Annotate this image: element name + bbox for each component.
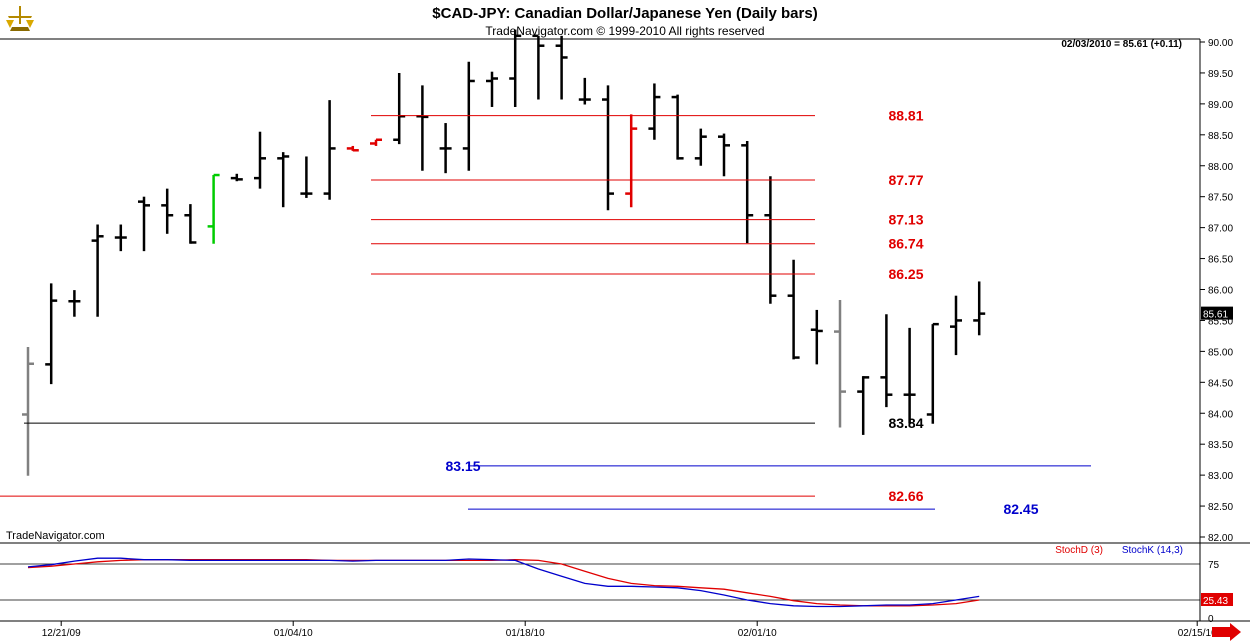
- level-label: 88.81: [888, 108, 923, 124]
- ohlc-bar: [903, 327, 916, 424]
- scroll-right-arrow-icon[interactable]: [1212, 623, 1241, 641]
- legend-stoch-d: StochD (3): [1055, 545, 1103, 556]
- level-label: 82.45: [1003, 501, 1038, 517]
- price-tick-label: 87.00: [1208, 224, 1233, 235]
- level-label: 83.84: [888, 415, 923, 431]
- level-label: 86.25: [888, 266, 923, 282]
- last-price-label: 85.61: [1203, 310, 1228, 321]
- price-tick-label: 83.50: [1208, 440, 1233, 451]
- level-label: 83.15: [445, 458, 480, 474]
- ohlc-bar: [300, 156, 313, 198]
- date-tick-label: 02/15/10: [1178, 628, 1217, 639]
- ohlc-bar: [277, 152, 290, 208]
- ohlc-bar: [254, 131, 266, 189]
- ohlc-bar: [416, 85, 429, 171]
- level-label: 87.77: [888, 172, 923, 188]
- ohlc-bar: [393, 72, 406, 145]
- ohlc-bar: [323, 100, 336, 200]
- date-axis: 12/21/09 01/04/10 01/18/10 02/01/10 02/15/10: [42, 621, 1217, 639]
- ohlc-bar: [138, 196, 150, 252]
- price-tick-label: 90.00: [1208, 38, 1233, 49]
- ohlc-bar: [880, 314, 893, 408]
- date-tick-label: 12/21/09: [42, 628, 81, 639]
- stoch-tick-label: 0: [1208, 614, 1214, 625]
- date-tick-label: 02/01/10: [738, 628, 777, 639]
- last-price-box: [1201, 306, 1233, 320]
- stochastic-panel: 75 0 25.43 StochD (3) StochK (14,3): [0, 545, 1233, 625]
- ohlc-bar: [161, 188, 174, 234]
- level-label: 82.66: [888, 488, 923, 504]
- ohlc-bar: [370, 138, 382, 146]
- stoch-line: [27, 557, 980, 608]
- price-tick-label: 84.50: [1208, 378, 1233, 389]
- ohlc-bar: [625, 114, 638, 208]
- price-tick-label: 89.50: [1208, 69, 1233, 80]
- ohlc-bar: [648, 83, 661, 140]
- price-panel: 88.81 87.77 87.13 86.74 86.25 83.84 83.15 82.66…: [0, 29, 1250, 621]
- price-tick-label: 84.00: [1208, 409, 1233, 420]
- ohlc-bar: [532, 34, 545, 100]
- ohlc-bar: [694, 128, 707, 166]
- ohlc-bar: [950, 295, 962, 356]
- stoch-line: [27, 559, 980, 607]
- ohlc-bar: [555, 35, 568, 100]
- price-tick-label: 86.00: [1208, 286, 1233, 297]
- price-tick-label: 89.00: [1208, 100, 1233, 111]
- watermark: TradeNavigator.com: [6, 530, 105, 542]
- legend-stoch-k: StochK (14,3): [1122, 545, 1183, 556]
- ohlc-bar: [718, 133, 730, 177]
- price-axis: 90.00 89.50 89.00 88.50 88.00 87.50 87.00 86.50…: [1200, 38, 1233, 544]
- ohlc-bar: [834, 300, 846, 428]
- ohlc-bar: [509, 29, 522, 107]
- last-quote: 02/03/2010 = 85.61 (+0.11): [1061, 39, 1182, 50]
- level-label: 87.13: [888, 212, 923, 228]
- price-tick-label: 86.50: [1208, 255, 1233, 266]
- ohlc-bar: [184, 204, 197, 244]
- ohlc-bar: [45, 283, 58, 385]
- stochastic-legend: StochD (3) StochK (14,3): [1055, 545, 1183, 556]
- ohlc-bar: [810, 309, 823, 365]
- price-tick-label: 82.00: [1208, 533, 1233, 544]
- ohlc-bar: [486, 71, 498, 107]
- ohlc-bar: [22, 347, 34, 476]
- level-label: 86.74: [888, 236, 923, 252]
- price-tick-label: 83.00: [1208, 471, 1233, 482]
- price-levels: 88.81 87.77 87.13 86.74 86.25 83.84 83.15 82.66…: [0, 108, 1091, 517]
- ohlc-bar: [926, 322, 939, 424]
- date-tick-label: 01/18/10: [506, 628, 545, 639]
- stoch-last-label: 25.43: [1203, 596, 1228, 607]
- ohlc-bar: [230, 173, 243, 182]
- ohlc-bar: [602, 85, 614, 211]
- price-tick-label: 88.00: [1208, 162, 1233, 173]
- ohlc-bar: [207, 173, 220, 244]
- price-bars: [22, 29, 986, 476]
- price-tick-label: 82.50: [1208, 502, 1233, 513]
- ohlc-bar: [741, 141, 754, 244]
- chart-title: $CAD-JPY: Canadian Dollar/Japanese Yen (…: [432, 5, 817, 22]
- stochastic-lines: [0, 557, 1200, 608]
- stoch-last-box: [1201, 593, 1233, 606]
- price-tick-label: 87.50: [1208, 193, 1233, 204]
- ohlc-bar: [114, 224, 127, 252]
- ohlc-bar: [439, 123, 452, 174]
- stoch-tick-label: 75: [1208, 560, 1220, 571]
- ohlc-bar: [346, 145, 359, 152]
- ohlc-bar: [671, 94, 684, 160]
- ohlc-bar: [857, 376, 870, 435]
- ohlc-bar: [462, 61, 475, 171]
- price-tick-label: 85.00: [1208, 347, 1233, 358]
- ohlc-bar: [68, 290, 81, 317]
- ohlc-bar: [91, 224, 104, 317]
- ohlc-bar: [578, 77, 591, 105]
- chart-subtitle: TradeNavigator.com © 1999-2010 All right…: [485, 24, 764, 38]
- stochastic-axis: 75 0 25.43: [1201, 560, 1233, 625]
- ohlc-bar: [973, 281, 986, 336]
- tradenavigator-logo-icon[interactable]: [4, 3, 34, 33]
- price-tick-label: 88.50: [1208, 131, 1233, 142]
- ohlc-bar: [764, 176, 777, 304]
- price-tick-label: 85.50: [1208, 316, 1233, 327]
- ohlc-bar: [787, 259, 800, 360]
- date-tick-label: 01/04/10: [274, 628, 313, 639]
